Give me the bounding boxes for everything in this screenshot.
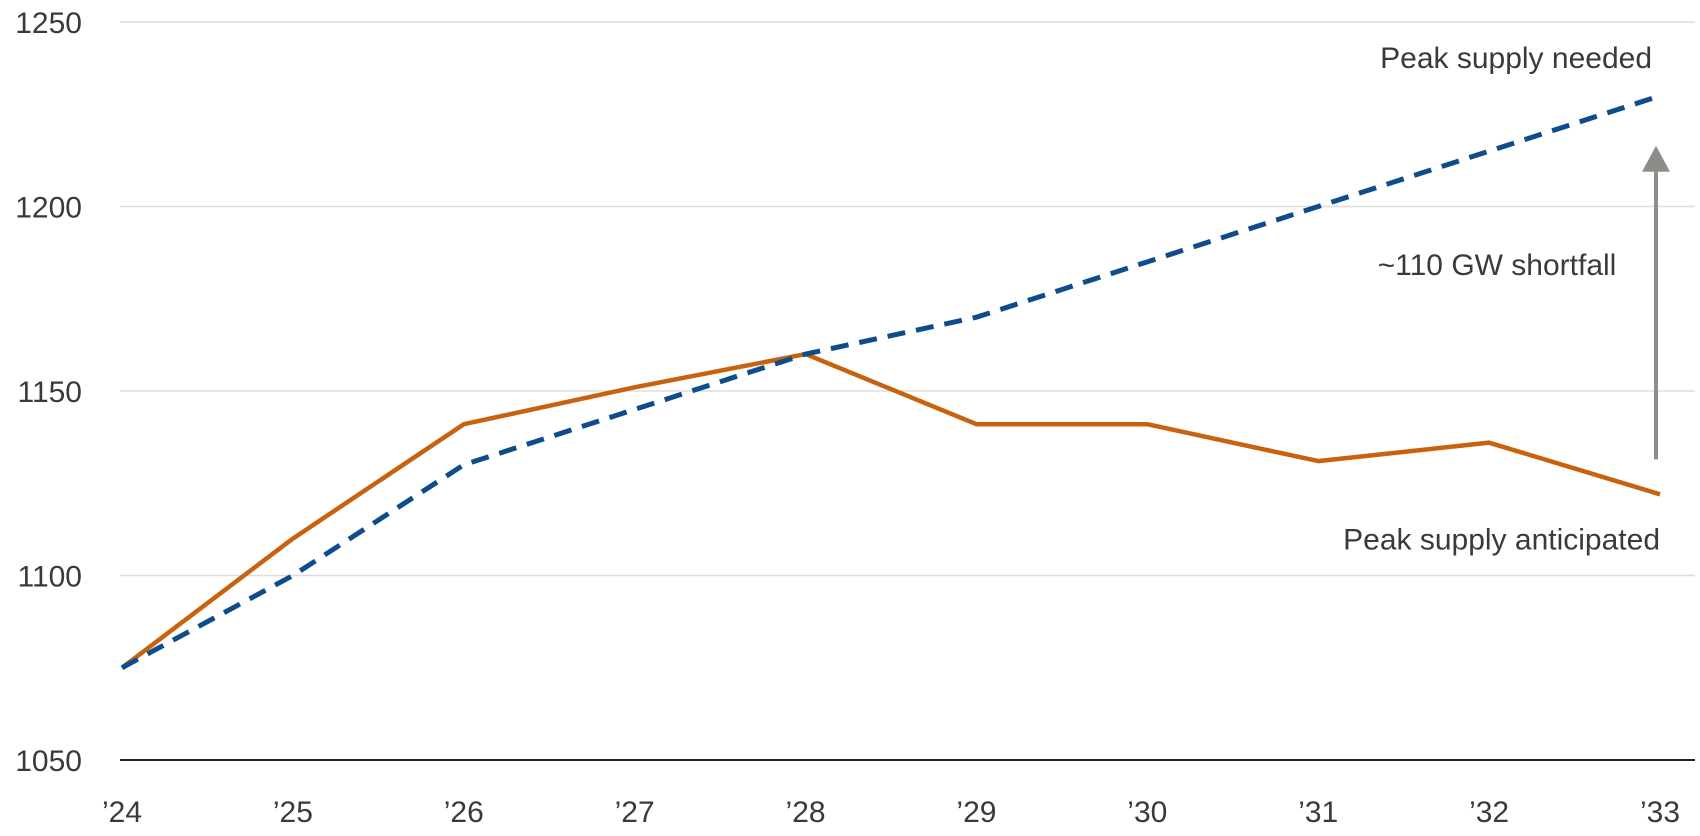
point-anticipated-9: [1658, 492, 1663, 497]
anticipated-series-label: Peak supply anticipated: [1343, 523, 1660, 556]
point-needed-1: [290, 573, 295, 578]
point-needed-7: [1316, 204, 1321, 209]
point-anticipated-2: [461, 422, 466, 427]
x-tick-label-0: ’24: [102, 796, 142, 829]
point-anticipated-1: [290, 536, 295, 541]
series-lines: [120, 93, 1663, 670]
x-tick-label-9: ’33: [1640, 796, 1680, 829]
y-tick-label-1150: 1150: [17, 376, 82, 409]
y-tick-label-1050: 1050: [15, 745, 82, 778]
point-needed-9: [1658, 93, 1663, 98]
x-tick-label-3: ’27: [615, 796, 655, 829]
point-needed-5: [974, 315, 979, 320]
point-needed-6: [1145, 259, 1150, 264]
x-tick-label-2: ’26: [444, 796, 484, 829]
point-anticipated-6: [1145, 422, 1150, 427]
point-needed-0: [120, 665, 125, 670]
shortfall-arrow: [1642, 145, 1670, 460]
point-needed-3: [632, 407, 637, 412]
needed-series-label: Peak supply needed: [1380, 42, 1652, 75]
y-tick-label-1100: 1100: [17, 561, 82, 594]
point-needed-8: [1487, 149, 1492, 154]
x-tick-label-8: ’32: [1469, 796, 1509, 829]
series-line-needed: [120, 93, 1661, 670]
shortfall-annotation: ~110 GW shortfall: [1378, 249, 1617, 282]
x-tick-label-5: ’29: [956, 796, 996, 829]
point-anticipated-8: [1487, 440, 1492, 445]
x-axis-tick-labels: ’24 ’25 ’26 ’27 ’28 ’29 ’30 ’31 ’32 ’33: [102, 796, 1680, 829]
point-anticipated-7: [1316, 459, 1321, 464]
y-axis-tick-labels: 1050 1100 1150 1200 1250: [15, 7, 82, 778]
point-needed-4: [803, 352, 808, 357]
x-tick-label-6: ’30: [1127, 796, 1167, 829]
y-tick-label-1200: 1200: [15, 192, 82, 225]
x-tick-label-4: ’28: [786, 796, 826, 829]
point-needed-2: [461, 462, 466, 467]
point-anticipated-3: [632, 385, 637, 390]
x-tick-label-1: ’25: [273, 796, 313, 829]
point-anticipated-5: [974, 422, 979, 427]
series-line-anticipated: [120, 351, 1661, 670]
shortfall-arrow-head: [1642, 145, 1670, 172]
y-tick-label-1250: 1250: [15, 7, 82, 40]
gridlines: [120, 21, 1695, 577]
x-tick-label-7: ’31: [1298, 796, 1338, 829]
